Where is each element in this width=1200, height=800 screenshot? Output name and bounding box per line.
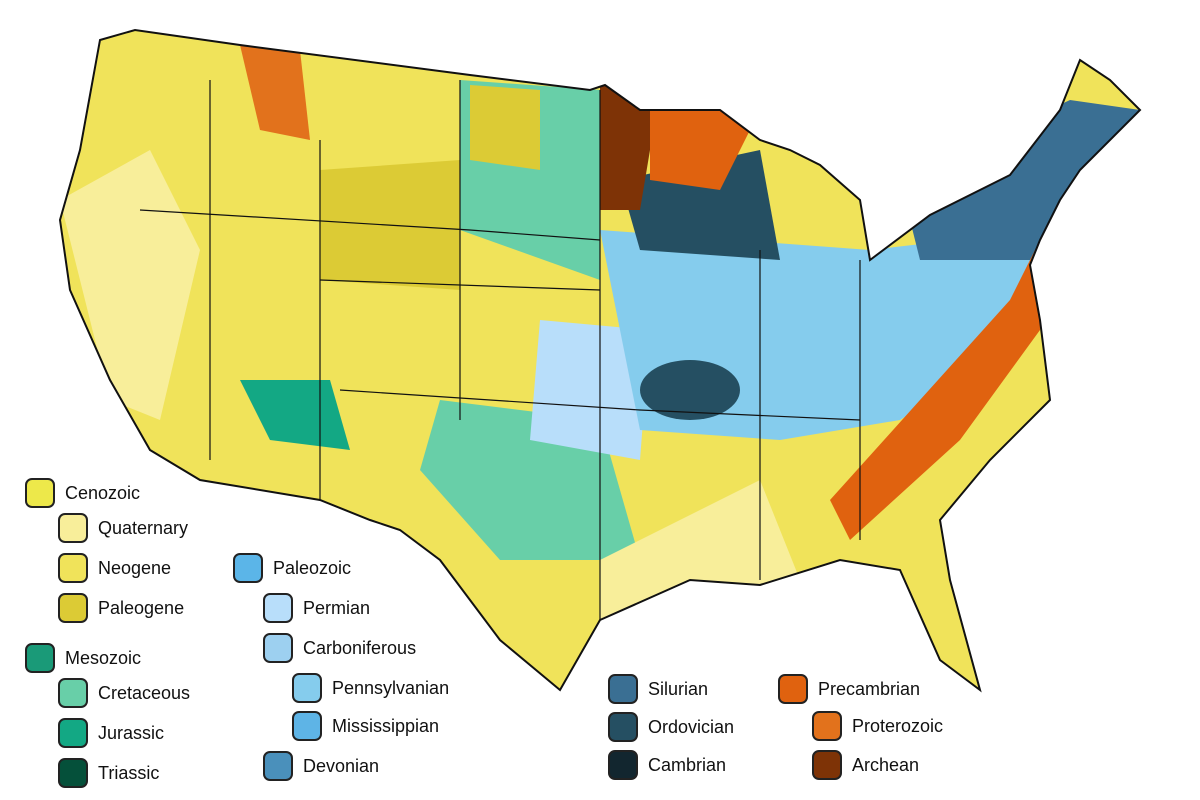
legend-swatch (58, 718, 88, 748)
legend-swatch (812, 750, 842, 780)
legend-swatch (25, 478, 55, 508)
legend-label: Permian (303, 597, 371, 618)
legend-swatch (812, 711, 842, 741)
legend-swatch (608, 750, 638, 780)
legend-swatch (608, 712, 638, 742)
legend-label: Silurian (648, 678, 709, 699)
legend-swatch (292, 673, 322, 703)
legend-label: Devonian (303, 755, 380, 776)
legend-item-paleozoic: Paleozoic (233, 553, 351, 583)
region-paleogene-nd (470, 85, 540, 170)
legend-label: Triassic (98, 762, 160, 783)
legend-item-proterozoic: Proterozoic (812, 711, 943, 741)
legend-item-quaternary: Quaternary (58, 513, 188, 543)
region-triassic-az (240, 380, 350, 450)
legend-label: Archean (852, 754, 920, 775)
legend-label: Pennsylvanian (332, 677, 450, 698)
legend-swatch (778, 674, 808, 704)
region-appalachian (830, 240, 1040, 540)
legend-swatch (263, 751, 293, 781)
region-precambrian-wi (650, 110, 760, 190)
legend-item-pennsylvanian: Pennsylvanian (292, 673, 449, 703)
legend-label: Paleozoic (273, 557, 352, 578)
legend-swatch (608, 674, 638, 704)
legend-item-ordovician: Ordovician (608, 712, 734, 742)
legend-swatch (25, 643, 55, 673)
legend-label: Mesozoic (65, 647, 142, 668)
legend-swatch (292, 711, 322, 741)
legend-label: Neogene (98, 557, 172, 578)
state-borders (139, 80, 861, 620)
legend-item-mississippian: Mississippian (292, 711, 439, 741)
legend-item-jurassic: Jurassic (58, 718, 164, 748)
legend-item-devonian: Devonian (263, 751, 379, 781)
region-quaternary-west (60, 150, 200, 420)
legend-label: Paleogene (98, 597, 185, 618)
legend-item-cambrian: Cambrian (608, 750, 726, 780)
legend-label: Quaternary (98, 517, 189, 538)
legend-item-neogene: Neogene (58, 553, 171, 583)
legend-swatch (58, 553, 88, 583)
legend-label: Cenozoic (65, 482, 141, 503)
region-proterozoic-mt (240, 45, 310, 140)
legend-item-paleogene: Paleogene (58, 593, 184, 623)
legend-swatch (263, 593, 293, 623)
legend-item-permian: Permian (263, 593, 370, 623)
legend-label: Mississippian (332, 715, 440, 736)
region-ozark (640, 360, 740, 420)
legend-label: Precambrian (818, 678, 921, 699)
legend-item-archean: Archean (812, 750, 919, 780)
legend-label: Cambrian (648, 754, 727, 775)
legend-swatch (233, 553, 263, 583)
legend-label: Ordovician (648, 716, 735, 737)
legend-label: Proterozoic (852, 715, 944, 736)
legend-item-precambrian: Precambrian (778, 674, 920, 704)
legend-label: Jurassic (98, 722, 165, 743)
legend-item-triassic: Triassic (58, 758, 159, 788)
legend-swatch (58, 758, 88, 788)
region-archean-mn (600, 85, 660, 210)
region-permian (530, 320, 650, 460)
legend-label: Carboniferous (303, 637, 417, 658)
legend-swatch (263, 633, 293, 663)
legend-swatch (58, 513, 88, 543)
legend-label: Cretaceous (98, 682, 191, 703)
legend-item-mesozoic: Mesozoic (25, 643, 141, 673)
region-silurian-ne (900, 100, 1140, 260)
legend-item-carboniferous: Carboniferous (263, 633, 416, 663)
legend-swatch (58, 593, 88, 623)
legend-swatch (58, 678, 88, 708)
legend-item-silurian: Silurian (608, 674, 708, 704)
legend-item-cretaceous: Cretaceous (58, 678, 190, 708)
legend-item-cenozoic: Cenozoic (25, 478, 140, 508)
